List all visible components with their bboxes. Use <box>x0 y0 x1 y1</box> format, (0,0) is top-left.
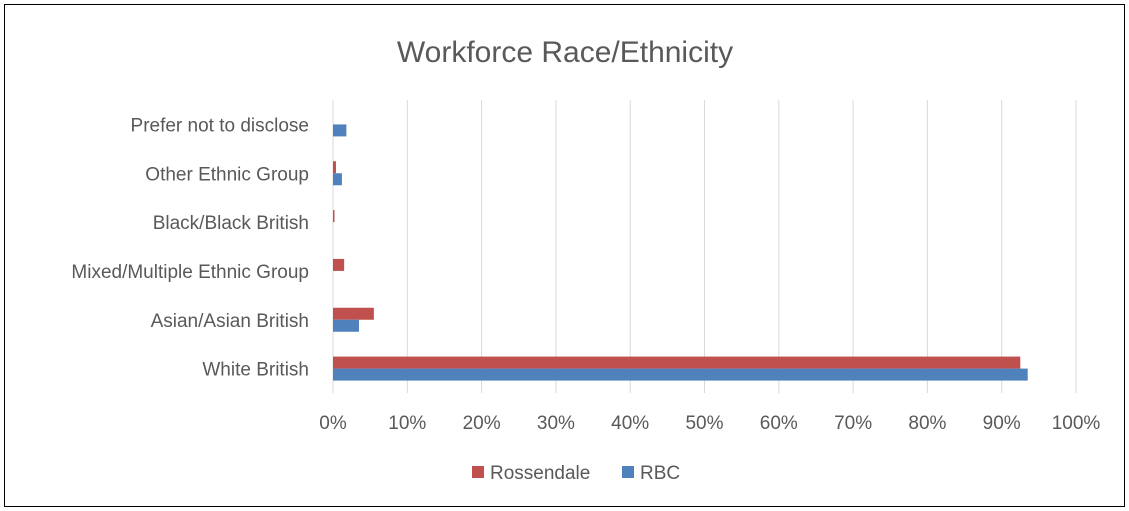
bar-rbc <box>333 173 342 186</box>
category-labels: White British Asian/Asian British Mixed/Mu… <box>71 115 309 380</box>
bar-rbc <box>333 124 347 137</box>
x-tick-label: 100% <box>1052 413 1101 434</box>
category-label: Other Ethnic Group <box>145 164 309 185</box>
legend-label[interactable]: RBC <box>640 463 680 484</box>
category-label: Asian/Asian British <box>151 311 309 332</box>
bar-rossendale <box>333 307 374 320</box>
x-tick-label: 30% <box>537 413 575 434</box>
category-label: Mixed/Multiple Ethnic Group <box>71 262 309 283</box>
category-label: Prefer not to disclose <box>131 115 309 136</box>
x-tick-label: 20% <box>463 413 501 434</box>
legend-swatch <box>622 466 634 478</box>
legend-label[interactable]: Rossendale <box>490 463 590 484</box>
x-tick-label: 0% <box>319 413 347 434</box>
x-tick-label: 40% <box>611 413 649 434</box>
grid-lines <box>332 100 1077 393</box>
bar-rossendale <box>333 210 335 223</box>
x-tick-label: 90% <box>983 413 1021 434</box>
bar-rbc <box>333 368 1028 381</box>
x-tick-label: 10% <box>388 413 426 434</box>
legend-swatch <box>472 466 484 478</box>
legend[interactable]: Rossendale RBC <box>472 463 680 484</box>
bar-rossendale <box>333 161 336 174</box>
bar-rbc <box>333 319 360 332</box>
bars <box>333 124 1028 381</box>
category-label: Black/Black British <box>153 213 309 234</box>
x-tick-label: 50% <box>685 413 723 434</box>
category-label: White British <box>202 360 309 381</box>
bar-rossendale <box>333 258 345 271</box>
x-tick-label: 80% <box>908 413 946 434</box>
x-tick-label: 60% <box>760 413 798 434</box>
chart-title: Workforce Race/Ethnicity <box>397 36 733 69</box>
x-axis-ticks: 0% 10% 20% 30% 40% 50% 60% 70% 80% 90% 100% <box>319 413 1100 434</box>
x-tick-label: 70% <box>834 413 872 434</box>
chart-frame <box>4 4 1125 507</box>
bar-rossendale <box>333 356 1021 369</box>
